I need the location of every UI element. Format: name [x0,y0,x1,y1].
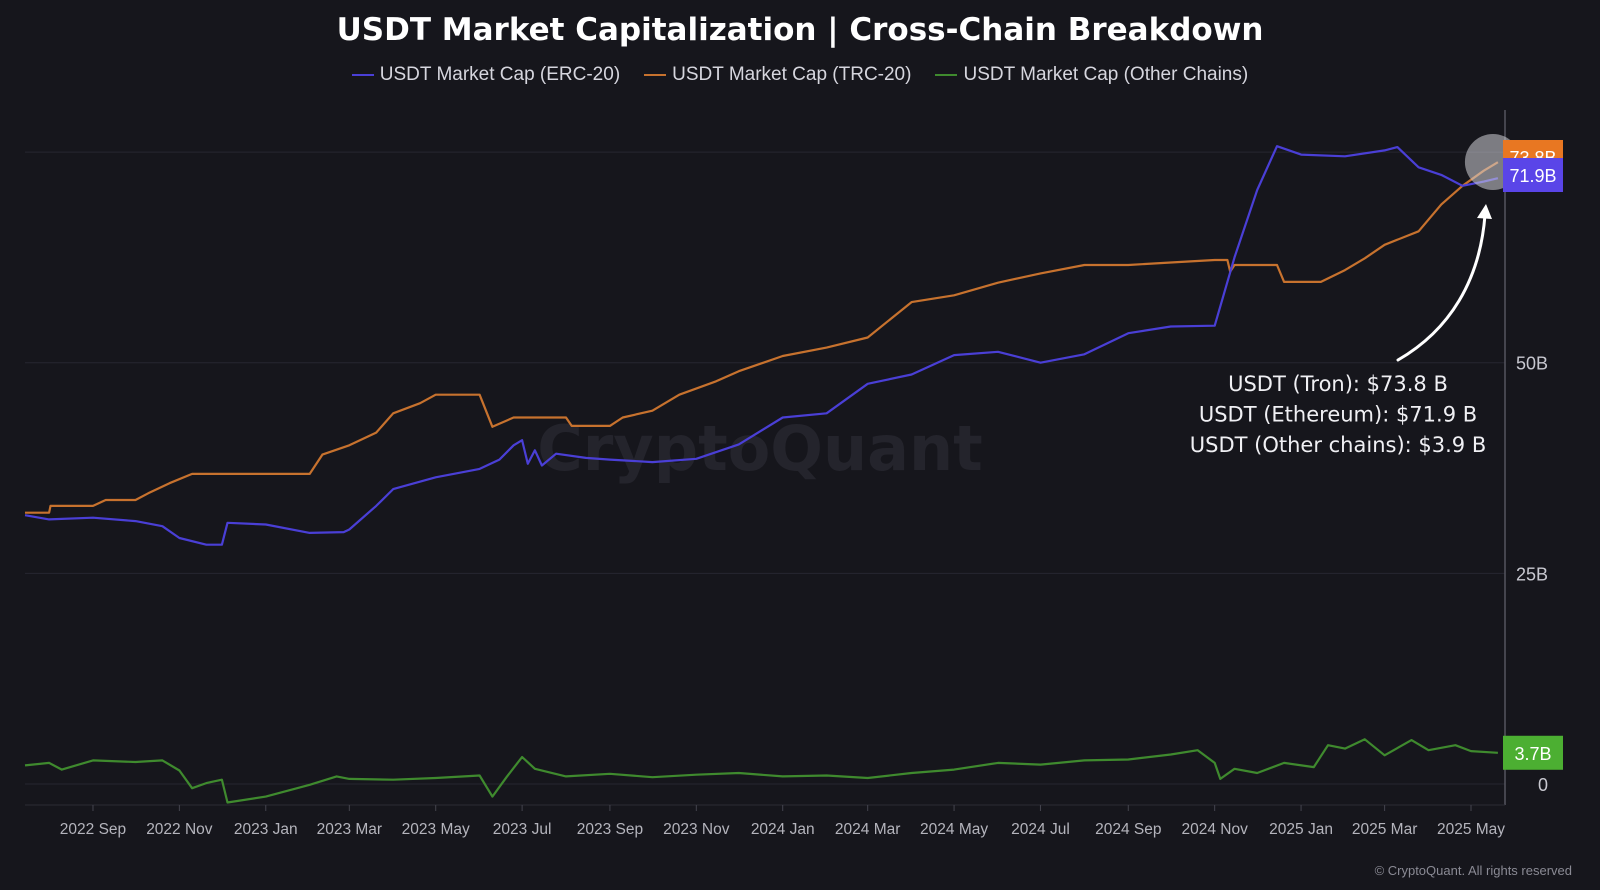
series-line-erc20[interactable] [24,145,1499,546]
copyright-notice: © CryptoQuant. All rights reserved [1374,863,1572,878]
x-tick-label: 2023 Mar [317,821,382,838]
y-tick-label: 50B [1516,354,1548,374]
series-line-other[interactable] [24,738,1498,804]
series-line-trc20[interactable] [25,161,1499,514]
x-tick-label: 2024 Mar [835,821,900,838]
x-tick-label: 2025 Mar [1352,821,1417,838]
legend-swatch-other [935,74,958,76]
watermark: CryptoQuant [537,412,983,485]
annotation-arrowhead [1477,204,1492,219]
annotation-line: USDT (Ethereum): $71.9 B [1199,403,1477,427]
x-tick-label: 2025 May [1437,821,1505,838]
x-tick-label: 2024 Sep [1095,821,1161,838]
y-tick-label: 0 [1538,775,1548,795]
last-value-badge-other [1503,735,1563,770]
x-tick-label: 2023 Sep [577,821,643,838]
legend-item-other[interactable]: USDT Market Cap (Other Chains) [935,64,1248,86]
x-tick-label: 2023 May [402,821,470,838]
legend-swatch-trc20 [644,74,667,76]
legend-item-trc20[interactable]: USDT Market Cap (TRC-20) [644,64,911,86]
chart-title: USDT Market Capitalization | Cross-Chain… [336,12,1264,48]
legend-label-other: USDT Market Cap (Other Chains) [963,64,1249,85]
x-tick-label: 2024 May [920,821,988,838]
legend-label-trc20: USDT Market Cap (TRC-20) [672,64,912,85]
last-value-label-erc20: 71.9B [1509,166,1556,186]
x-tick-label: 2024 Jul [1011,821,1070,838]
legend: USDT Market Cap (ERC-20) USDT Market Cap… [0,64,1600,86]
x-tick-label: 2023 Jul [493,821,552,838]
annotation-line: USDT (Tron): $73.8 B [1228,372,1448,396]
x-tick-label: 2025 Jan [1269,821,1333,838]
x-tick-label: 2024 Jan [751,821,815,838]
x-tick-label: 2023 Nov [663,821,730,838]
legend-item-erc20[interactable]: USDT Market Cap (ERC-20) [351,64,621,86]
x-tick-label: 2022 Nov [146,821,213,838]
x-tick-label: 2022 Sep [60,821,126,838]
annotation-arrow [1396,213,1487,362]
last-value-badge-erc20 [1503,158,1563,192]
legend-label-erc20: USDT Market Cap (ERC-20) [379,64,621,85]
x-tick-label: 2023 Jan [234,821,298,838]
legend-swatch-erc20 [351,74,374,76]
last-value-label-other: 3.7B [1514,744,1551,764]
annotation-line: USDT (Other chains): $3.9 B [1190,433,1486,457]
y-tick-label: 25B [1516,564,1548,584]
x-tick-label: 2024 Nov [1181,821,1248,838]
